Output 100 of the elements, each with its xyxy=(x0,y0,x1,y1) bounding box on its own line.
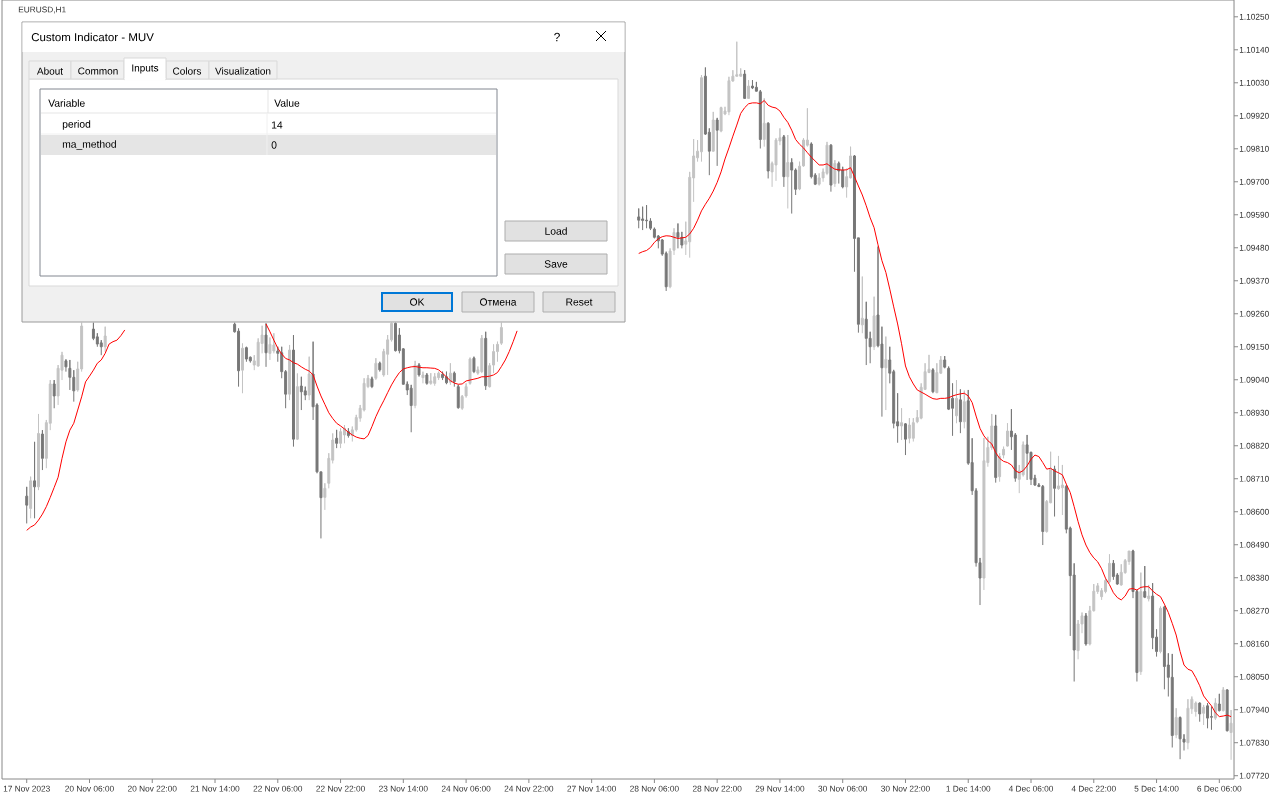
candlestick xyxy=(1217,693,1221,713)
candlestick xyxy=(1053,465,1057,518)
annotation: 0 xyxy=(271,141,277,149)
annotation: Custom Indicator - MUV xyxy=(31,32,154,42)
candlestick xyxy=(103,326,107,353)
candlestick xyxy=(1147,584,1151,602)
candlestick xyxy=(711,111,715,153)
candlestick xyxy=(982,437,986,591)
candlestick xyxy=(241,342,244,394)
y-tick-label: 1.08270 xyxy=(1239,607,1269,614)
annotation: Reset xyxy=(566,298,593,306)
candlestick xyxy=(307,356,311,401)
candlestick xyxy=(29,476,33,519)
y-tick-label: 1.10140 xyxy=(1239,46,1269,53)
y-tick-label: 1.08380 xyxy=(1239,574,1269,581)
candlestick xyxy=(1225,688,1229,733)
candlestick xyxy=(637,207,641,229)
candlestick xyxy=(1143,565,1147,599)
candlestick xyxy=(429,372,433,386)
candlestick xyxy=(244,346,248,363)
candlestick xyxy=(1178,716,1182,760)
annotation: Load xyxy=(545,227,567,235)
y-tick-label: 1.07720 xyxy=(1239,772,1269,779)
candlestick xyxy=(1229,709,1233,761)
x-tick-label: 6 Dec 06:00 xyxy=(1197,785,1242,792)
text: EURUSD,H1 xyxy=(18,6,66,14)
annotation: period xyxy=(62,120,91,130)
candlestick xyxy=(641,206,645,231)
candlestick xyxy=(425,372,429,386)
candlestick xyxy=(40,429,44,471)
candlestick xyxy=(1198,702,1202,723)
y-tick-label: 1.09920 xyxy=(1239,112,1269,119)
candlestick xyxy=(288,344,292,401)
candlestick xyxy=(484,331,488,391)
annotation: Visualization xyxy=(215,67,271,75)
y-tick-label: 1.09700 xyxy=(1239,178,1269,185)
y-tick-label: 1.08160 xyxy=(1239,640,1269,647)
candlestick xyxy=(237,327,241,388)
y-tick-label: 1.08820 xyxy=(1239,442,1269,449)
y-tick-label: 1.09590 xyxy=(1239,211,1269,218)
y-tick-label: 1.09150 xyxy=(1239,343,1269,350)
candlestick xyxy=(829,143,833,193)
x-tick-label: 4 Dec 06:00 xyxy=(1008,785,1054,792)
y-tick-label: 1.07830 xyxy=(1239,739,1269,746)
candlestick xyxy=(299,376,303,411)
x-tick-label: 4 Dec 22:00 xyxy=(1071,785,1116,792)
x-tick-label: 28 Nov 06:00 xyxy=(630,785,679,792)
candlestick xyxy=(1174,707,1178,739)
annotation: Variable xyxy=(48,99,85,107)
candlestick xyxy=(911,417,915,443)
candlestick xyxy=(943,355,947,369)
x-tick-label: 29 Nov 14:00 xyxy=(755,785,805,792)
y-tick-label: 1.08600 xyxy=(1239,508,1269,515)
y-tick-label: 1.08930 xyxy=(1239,409,1269,416)
candlestick xyxy=(264,322,268,368)
candlestick xyxy=(1221,686,1225,713)
candlestick xyxy=(1111,559,1115,581)
candlestick xyxy=(700,74,703,163)
x-tick-label: 20 Nov 22:00 xyxy=(127,785,177,792)
candlestick xyxy=(374,357,378,381)
candlestick xyxy=(1119,563,1123,587)
candlestick xyxy=(1206,702,1210,729)
candlestick xyxy=(1186,698,1190,750)
candlestick xyxy=(954,379,958,424)
annotation: Value xyxy=(274,99,300,107)
x-tick-label: 17 Nov 2023 xyxy=(3,785,50,792)
y-tick-label: 1.10030 xyxy=(1239,79,1269,86)
x-tick-label: 5 Dec 14:00 xyxy=(1134,785,1179,792)
annotation: ma_method xyxy=(62,140,116,150)
candlestick xyxy=(903,422,907,456)
x-tick-label: 21 Nov 14:00 xyxy=(190,785,240,792)
y-tick-label: 1.09810 xyxy=(1239,145,1269,152)
x-tick-label: 30 Nov 06:00 xyxy=(818,785,868,792)
candlestick xyxy=(335,429,339,449)
candlestick xyxy=(900,407,904,441)
candlestick xyxy=(1170,653,1174,749)
y-tick-label: 1.08050 xyxy=(1239,673,1269,680)
candlestick xyxy=(958,388,962,434)
candlestick xyxy=(499,322,503,346)
candlestick xyxy=(339,427,343,449)
candlestick xyxy=(25,486,29,524)
candlestick xyxy=(268,336,272,361)
candlestick xyxy=(52,379,56,409)
candlestick xyxy=(884,336,888,411)
annotation: Save xyxy=(544,260,568,268)
x-tick-label: 1 Dec 14:00 xyxy=(946,785,991,792)
candlestick xyxy=(1025,434,1029,481)
x-tick-label: 24 Nov 22:00 xyxy=(504,785,554,792)
candlestick xyxy=(715,117,719,167)
candlestick xyxy=(370,376,374,389)
candlestick xyxy=(472,356,476,374)
candlestick xyxy=(790,157,794,215)
candlestick xyxy=(998,452,1002,483)
candlestick xyxy=(480,334,484,374)
x-tick-label: 30 Nov 22:00 xyxy=(881,785,930,792)
annotation: OK xyxy=(410,298,425,306)
annotation: ? xyxy=(554,32,560,42)
candlestick xyxy=(762,97,766,148)
candlestick xyxy=(962,390,966,429)
candlestick xyxy=(456,384,460,410)
